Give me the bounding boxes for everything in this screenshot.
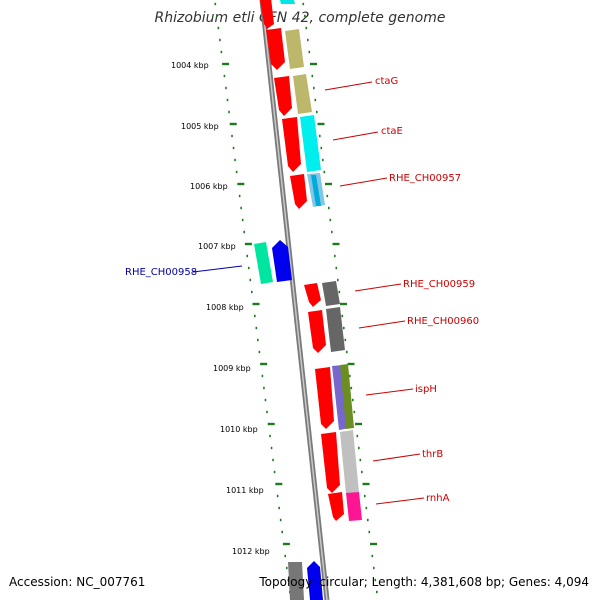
- gene-block[interactable]: [254, 242, 273, 284]
- gene-arrow[interactable]: [321, 432, 340, 493]
- gene-arrow[interactable]: [272, 240, 292, 282]
- ruler-left: [214, 2, 291, 594]
- genome-summary-text: Topology: circular; Length: 4,381,608 bp…: [259, 575, 589, 589]
- kbp-label: 1006 kbp: [190, 182, 228, 191]
- gene-labels: ctaG ctaE RHE_CH00957 RHE_CH00958 RHE_CH…: [125, 76, 479, 504]
- strand-plus-genes: [260, 0, 344, 521]
- gene-label-RHE_CH00960[interactable]: RHE_CH00960: [407, 316, 479, 327]
- strand-minus-genes: [254, 240, 323, 600]
- gene-block[interactable]: [300, 115, 321, 172]
- gene-label-ctaG[interactable]: ctaG: [375, 76, 398, 87]
- gene-arrow[interactable]: [307, 561, 323, 600]
- gene-label-ctaE[interactable]: ctaE: [381, 126, 403, 137]
- gene-label-thrB[interactable]: thrB: [422, 449, 443, 460]
- kbp-labels: 1004 kbp 1005 kbp 1006 kbp 1007 kbp 1008…: [171, 61, 270, 556]
- gene-arrow[interactable]: [328, 492, 344, 521]
- kbp-label: 1008 kbp: [206, 303, 244, 312]
- kbp-label: 1010 kbp: [220, 425, 258, 434]
- gene-block[interactable]: [280, 0, 295, 4]
- gene-arrow[interactable]: [315, 367, 334, 429]
- ruler-right: [302, 2, 378, 594]
- kbp-label: 1005 kbp: [181, 122, 219, 131]
- gene-block[interactable]: [311, 175, 321, 206]
- kbp-label: 1004 kbp: [171, 61, 209, 70]
- accession-text: Accession: NC_007761: [9, 575, 146, 589]
- strand-plus-blocks: [280, 0, 362, 521]
- gene-arrow[interactable]: [290, 174, 307, 209]
- gene-label-ispH[interactable]: ispH: [415, 384, 437, 395]
- gene-block[interactable]: [346, 492, 362, 521]
- gene-block[interactable]: [322, 281, 340, 306]
- gene-block[interactable]: [288, 562, 304, 600]
- gene-block[interactable]: [293, 74, 312, 114]
- map-title: Rhizobium etli CFN 42, complete genome: [154, 10, 446, 26]
- gene-label-RHE_CH00959[interactable]: RHE_CH00959: [403, 279, 475, 290]
- gene-label-rnhA[interactable]: rnhA: [426, 493, 450, 504]
- gene-label-RHE_CH00958[interactable]: RHE_CH00958: [125, 267, 197, 278]
- kbp-label: 1011 kbp: [226, 486, 264, 495]
- gene-arrow[interactable]: [260, 0, 274, 29]
- gene-label-RHE_CH00957[interactable]: RHE_CH00957: [389, 173, 461, 184]
- gene-arrow[interactable]: [282, 117, 301, 172]
- kbp-label: 1007 kbp: [198, 242, 236, 251]
- gene-arrow[interactable]: [308, 310, 326, 353]
- gene-block[interactable]: [326, 307, 345, 352]
- label-connectors: [192, 81, 425, 505]
- gene-block[interactable]: [340, 364, 354, 429]
- gene-block[interactable]: [340, 430, 359, 494]
- gene-arrow[interactable]: [304, 283, 321, 307]
- gene-arrow[interactable]: [274, 76, 292, 116]
- kbp-label: 1009 kbp: [213, 364, 251, 373]
- gene-block[interactable]: [285, 29, 304, 69]
- gene-arrow[interactable]: [266, 28, 285, 70]
- kbp-label: 1012 kbp: [232, 547, 270, 556]
